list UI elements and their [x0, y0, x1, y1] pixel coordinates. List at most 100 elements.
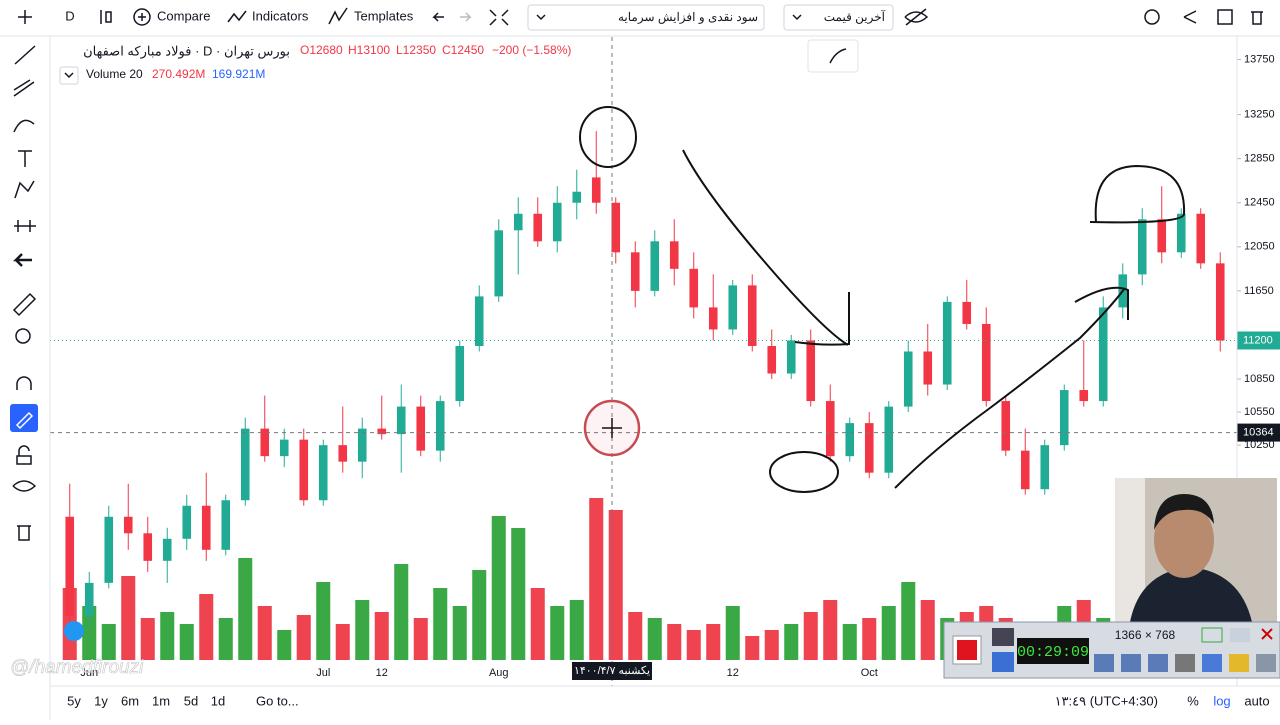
fib-tool[interactable]	[13, 79, 35, 97]
compare-button[interactable]: Compare	[157, 8, 210, 23]
candle-body	[903, 351, 913, 407]
redo[interactable]	[460, 12, 472, 22]
trash-top[interactable]	[1251, 11, 1263, 25]
crosshair-date-box	[572, 662, 652, 680]
price-label: آخرین قیمت	[824, 9, 886, 24]
volume-bar	[628, 612, 643, 660]
lock-tool[interactable]	[16, 445, 32, 465]
range-button[interactable]: 1d	[211, 693, 225, 708]
indicators-button[interactable]: Indicators	[252, 8, 309, 23]
candle-body	[221, 500, 231, 550]
floating-toolbar[interactable]	[807, 39, 859, 73]
ohlc-open: O12680	[300, 43, 343, 57]
volume-bar	[569, 600, 584, 660]
trash-tool[interactable]	[17, 525, 31, 541]
minimize-button[interactable]	[1230, 628, 1250, 642]
indicators-icon[interactable]	[227, 10, 247, 23]
candle-body	[299, 439, 309, 501]
back-tool[interactable]	[12, 253, 32, 267]
hide-icon[interactable]	[904, 8, 929, 26]
window-button[interactable]	[1201, 627, 1223, 643]
range-button[interactable]: 5y	[67, 693, 81, 708]
log-toggle[interactable]: log	[1213, 693, 1230, 708]
candle-body	[1059, 390, 1069, 446]
goto-button[interactable]: Go to...	[256, 693, 299, 708]
fullscreen[interactable]	[489, 9, 509, 26]
clock: ١٣:٤٩ (UTC+4:30)	[1055, 693, 1158, 708]
volume-bar	[179, 624, 194, 660]
ruler-tool[interactable]	[12, 292, 37, 317]
snapshot[interactable]	[1217, 9, 1233, 25]
compare-icon[interactable]	[133, 8, 151, 26]
pen-toggle[interactable]	[1202, 654, 1222, 672]
recorder-tools	[1094, 654, 1276, 672]
volume-value: 270.492M	[152, 67, 205, 81]
cursor-toggle[interactable]	[1175, 654, 1195, 672]
dividends-dropdown[interactable]	[527, 4, 765, 31]
webcam-person-hair	[1154, 494, 1214, 530]
webcam-person-body	[1130, 567, 1252, 622]
candle-body	[864, 423, 874, 473]
candle-body	[182, 505, 192, 539]
range-button[interactable]: 1m	[152, 693, 170, 708]
brush-tool[interactable]	[13, 119, 35, 133]
volume-bar	[589, 498, 604, 660]
candle-body	[806, 340, 816, 402]
webcam-person-face	[1154, 502, 1214, 578]
y-tick-label: 12450	[1244, 197, 1275, 209]
volume-bar	[472, 570, 487, 660]
x-tick-label: 12	[727, 667, 739, 679]
candle-body	[494, 230, 504, 297]
volume-bar	[920, 600, 935, 660]
camera-button[interactable]	[992, 628, 1014, 646]
settings-toggle[interactable]	[1256, 654, 1276, 672]
range-button[interactable]: 6m	[121, 693, 139, 708]
hand-drawings	[579, 106, 1186, 493]
crosshair-price-box	[1237, 423, 1280, 442]
eye-tool[interactable]	[12, 480, 37, 492]
percent-toggle[interactable]: %	[1187, 693, 1199, 708]
magnet-tool[interactable]	[16, 376, 32, 390]
drawn-circle	[1089, 164, 1186, 224]
close-button[interactable]	[1261, 628, 1273, 640]
share[interactable]	[1183, 10, 1197, 24]
volume-bar	[238, 558, 253, 660]
templates-button[interactable]: Templates	[354, 8, 414, 23]
templates-icon[interactable]	[328, 7, 348, 25]
ohlc-change: −200 (−1.58%)	[492, 43, 571, 57]
settings[interactable]	[1144, 9, 1160, 25]
candle-body	[1215, 263, 1225, 341]
auto-toggle[interactable]: auto	[1244, 693, 1269, 708]
crosshair-tool[interactable]	[18, 10, 32, 24]
candle-body	[1137, 219, 1147, 275]
range-button[interactable]: 1y	[94, 693, 108, 708]
forecast-tool[interactable]	[14, 220, 36, 232]
mic[interactable]	[1121, 654, 1141, 672]
bottom-bar: 5y 1y 6m 1m 5d 1d	[67, 693, 225, 708]
volume-bar	[901, 582, 916, 660]
candle-body	[1098, 307, 1108, 402]
compare-plus	[138, 13, 146, 21]
range-button[interactable]: 5d	[184, 693, 198, 708]
bar-style-icon[interactable]	[100, 10, 112, 24]
pattern-tool[interactable]	[14, 180, 35, 199]
undo[interactable]	[432, 12, 444, 22]
text-tool[interactable]	[18, 150, 32, 167]
candle-body	[552, 202, 562, 242]
interval-button[interactable]: D	[65, 8, 74, 23]
price-dropdown[interactable]	[783, 4, 894, 31]
folder[interactable]	[1229, 654, 1249, 672]
candle-body	[416, 406, 426, 451]
record-button[interactable]	[957, 640, 977, 660]
collapse-button[interactable]	[59, 66, 79, 85]
line-tool[interactable]	[14, 45, 36, 65]
candle-body	[708, 307, 718, 330]
volume-bar	[686, 630, 701, 660]
candle-body	[591, 177, 601, 203]
webcam-toggle[interactable]	[1148, 654, 1168, 672]
speaker[interactable]	[1094, 654, 1114, 672]
zoom-tool[interactable]	[15, 328, 31, 344]
volume-name: Volume 20	[86, 67, 143, 81]
pause-button[interactable]	[992, 652, 1014, 672]
